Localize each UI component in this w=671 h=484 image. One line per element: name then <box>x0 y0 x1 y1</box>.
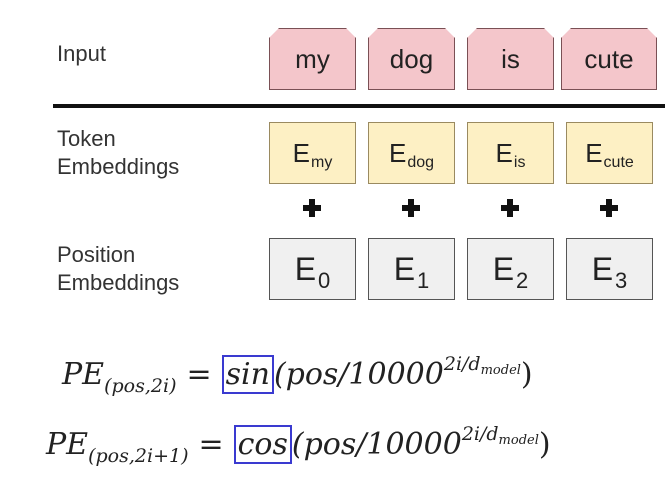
token-label-line1: Token <box>57 126 116 151</box>
position-embedding-base: E <box>591 250 614 287</box>
token-embedding-sub: my <box>311 154 333 171</box>
token-embedding-base: E <box>585 137 603 168</box>
position-embedding-sub: 0 <box>318 268 331 293</box>
position-label-line1: Position <box>57 242 136 267</box>
token-embedding-sub: cute <box>603 154 634 171</box>
token-embedding-base: E <box>495 137 513 168</box>
input-row-label: Input <box>57 40 106 68</box>
position-embedding-base: E <box>294 250 317 287</box>
cos-formula: PE(pos,2i+1) = cos (pos/100002i/dmodel) <box>46 414 551 476</box>
sin-formula-lhs-sub: (pos,2i) <box>104 375 177 397</box>
input-token-dog: dog <box>368 28 455 90</box>
cos-formula-argument: (pos/10000 <box>291 427 462 462</box>
token-embedding-base: E <box>388 137 407 168</box>
cos-formula-exponent-sub: model <box>498 433 539 448</box>
input-label-text: Input <box>57 41 106 66</box>
plus-icon <box>401 198 421 218</box>
cos-formula-exponent: 2i/d <box>461 423 499 445</box>
input-token-is: is <box>467 28 554 90</box>
token-label-line2: Embeddings <box>57 154 180 179</box>
token-embedding-base: E <box>292 137 310 168</box>
input-token-my: my <box>269 28 356 90</box>
sin-function-highlight: sin <box>221 355 274 394</box>
position-embedding-base: E <box>393 250 416 287</box>
input-token-cute: cute <box>561 28 657 90</box>
plus-icon <box>500 198 520 218</box>
position-embedding-sub: 2 <box>516 268 529 293</box>
cos-formula-lhs: PE <box>46 427 89 462</box>
token-embedding-sub: is <box>513 154 526 171</box>
divider-line <box>53 104 665 108</box>
cos-formula-close: ) <box>538 427 551 462</box>
sin-formula-argument: (pos/10000 <box>273 357 444 392</box>
position-embedding-sub: 3 <box>615 268 628 293</box>
cos-formula-lhs-sub: (pos,2i+1) <box>88 445 189 467</box>
position-embedding-sub: 1 <box>417 268 430 293</box>
sin-formula-lhs: PE <box>62 357 105 392</box>
sin-formula: PE(pos,2i) = sin (pos/100002i/dmodel) <box>62 344 533 406</box>
plus-icon <box>302 198 322 218</box>
cos-function-highlight: cos <box>233 425 292 464</box>
sin-formula-exponent-sub: model <box>480 363 521 378</box>
sin-formula-close: ) <box>520 357 533 392</box>
position-embedding-base: E <box>492 250 515 287</box>
position-label-line2: Embeddings <box>57 270 180 295</box>
token-embedding-sub: dog <box>407 154 435 171</box>
token-embeddings-label: Token Embeddings <box>57 125 179 181</box>
sin-formula-exponent: 2i/d <box>443 353 481 375</box>
cos-formula-equals: = <box>198 427 224 462</box>
plus-icon <box>599 198 619 218</box>
sin-formula-equals: = <box>186 357 212 392</box>
position-embeddings-label: Position Embeddings <box>57 241 179 297</box>
